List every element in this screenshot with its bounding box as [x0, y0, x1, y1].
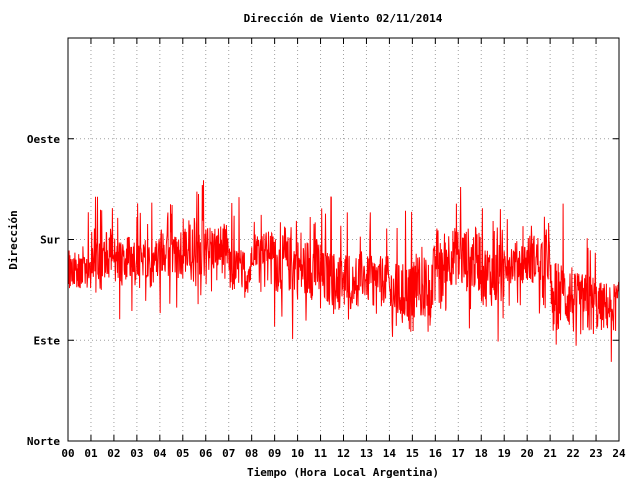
x-tick-label: 08 [245, 447, 258, 460]
y-tick-label: Oeste [27, 133, 60, 146]
x-tick-label: 03 [130, 447, 143, 460]
x-axis-label: Tiempo (Hora Local Argentina) [247, 466, 439, 479]
y-axis-label: Dirección [7, 210, 20, 270]
x-tick-label: 12 [337, 447, 350, 460]
x-tick-label: 16 [429, 447, 443, 460]
wind-direction-series [67, 180, 620, 362]
x-tick-label: 20 [521, 447, 534, 460]
x-tick-label: 17 [452, 447, 465, 460]
x-tick-label: 22 [566, 447, 579, 460]
x-tick-label: 00 [61, 447, 74, 460]
ticks [67, 38, 620, 442]
grid [68, 38, 619, 441]
x-tick-label: 13 [360, 447, 373, 460]
x-tick-label: 21 [544, 447, 558, 460]
chart-title: Dirección de Viento 02/11/2014 [244, 12, 443, 25]
x-tick-labels: 00 01 02 03 04 05 06 07 08 09 10 11 12 13 14 15 16 17 18 19… [61, 447, 626, 460]
x-tick-label: 05 [176, 447, 189, 460]
x-tick-label: 02 [107, 447, 120, 460]
x-tick-label: 06 [199, 447, 213, 460]
x-tick-label: 04 [153, 447, 167, 460]
y-tick-label: Norte [27, 435, 60, 448]
x-tick-label: 10 [291, 447, 304, 460]
y-tick-labels: Norte Este Sur Oeste [27, 133, 60, 448]
x-tick-label: 24 [612, 447, 626, 460]
series-layer [67, 180, 620, 362]
x-tick-label: 14 [383, 447, 397, 460]
x-tick-label: 11 [314, 447, 328, 460]
y-tick-label: Este [34, 334, 61, 347]
x-tick-label: 01 [84, 447, 98, 460]
x-tick-label: 15 [406, 447, 419, 460]
x-tick-label: 09 [268, 447, 281, 460]
x-tick-label: 18 [475, 447, 488, 460]
y-tick-label: Sur [40, 234, 60, 247]
x-tick-label: 19 [498, 447, 511, 460]
x-tick-label: 23 [589, 447, 602, 460]
x-tick-label: 07 [222, 447, 235, 460]
